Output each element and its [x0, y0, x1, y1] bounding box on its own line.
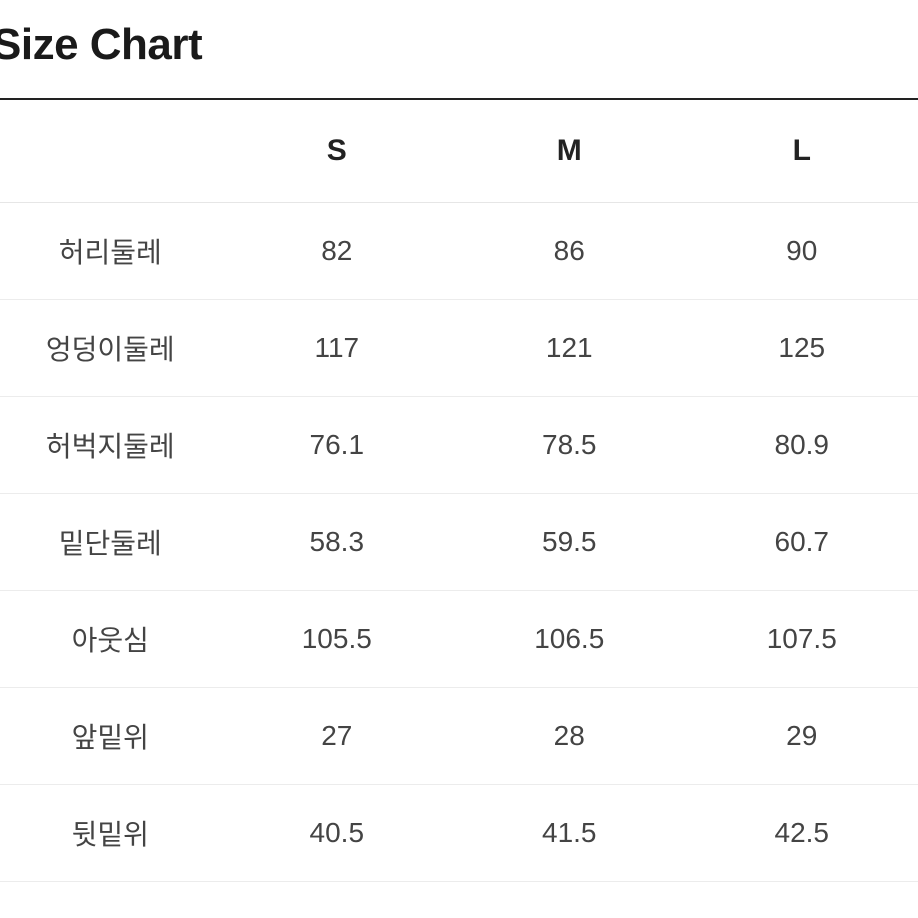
- row-label: 뒷밑위: [0, 785, 221, 882]
- cell: 125: [686, 300, 918, 397]
- table-header-row: S M L: [0, 99, 918, 203]
- row-label: 앞밑위: [0, 688, 221, 785]
- row-label: 엉덩이둘레: [0, 300, 221, 397]
- row-label: 허리둘레: [0, 203, 221, 300]
- table-row: 뒷밑위 40.5 41.5 42.5: [0, 785, 918, 882]
- cell: 60.7: [686, 494, 918, 591]
- cell: 40.5: [221, 785, 453, 882]
- table-header-blank: [0, 99, 221, 203]
- cell: 121: [453, 300, 685, 397]
- cell: 28: [453, 688, 685, 785]
- cell: 105.5: [221, 591, 453, 688]
- table-row: 엉덩이둘레 117 121 125: [0, 300, 918, 397]
- row-label: 밑단둘레: [0, 494, 221, 591]
- row-label: 허벅지둘레: [0, 397, 221, 494]
- cell: 78.5: [453, 397, 685, 494]
- cell: 107.5: [686, 591, 918, 688]
- table-header-s: S: [221, 99, 453, 203]
- table-row: 앞밑위 27 28 29: [0, 688, 918, 785]
- cell: 106.5: [453, 591, 685, 688]
- cell: 59.5: [453, 494, 685, 591]
- table-row: 허리둘레 82 86 90: [0, 203, 918, 300]
- cell: 86: [453, 203, 685, 300]
- table-header-m: M: [453, 99, 685, 203]
- cell: 76.1: [221, 397, 453, 494]
- row-label: 아웃심: [0, 591, 221, 688]
- cell: 29: [686, 688, 918, 785]
- cell: 82: [221, 203, 453, 300]
- table-row: 밑단둘레 58.3 59.5 60.7: [0, 494, 918, 591]
- table-header-l: L: [686, 99, 918, 203]
- cell: 80.9: [686, 397, 918, 494]
- cell: 90: [686, 203, 918, 300]
- cell: 58.3: [221, 494, 453, 591]
- size-chart-table: S M L 허리둘레 82 86 90 엉덩이둘레 117 121 125 허벅…: [0, 98, 918, 882]
- cell: 41.5: [453, 785, 685, 882]
- cell: 117: [221, 300, 453, 397]
- table-row: 허벅지둘레 76.1 78.5 80.9: [0, 397, 918, 494]
- size-chart-container: Size Chart S M L 허리둘레 82 86 90 엉덩이둘레 117…: [0, 0, 918, 882]
- page-title: Size Chart: [0, 0, 918, 98]
- cell: 27: [221, 688, 453, 785]
- cell: 42.5: [686, 785, 918, 882]
- table-row: 아웃심 105.5 106.5 107.5: [0, 591, 918, 688]
